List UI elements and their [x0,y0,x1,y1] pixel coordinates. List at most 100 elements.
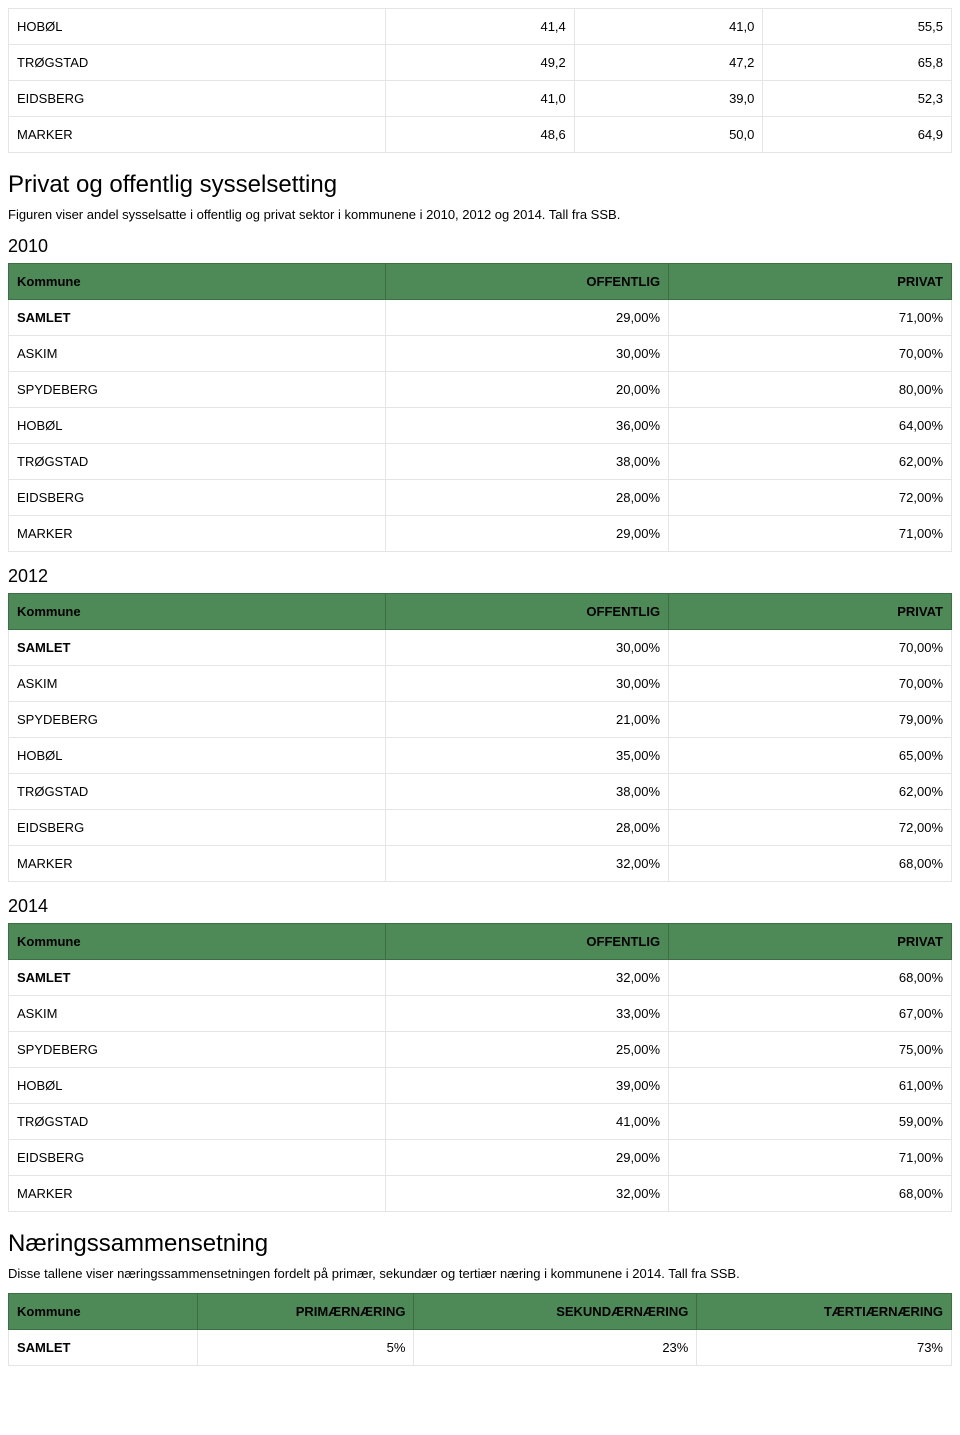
section2-title: Næringssammensetning [8,1230,952,1258]
table-row: ASKIM30,00%70,00% [9,666,952,702]
cell-value: 39,0 [574,81,763,117]
table-row: TRØGSTAD41,00%59,00% [9,1104,952,1140]
table-row: HOBØL35,00%65,00% [9,738,952,774]
row-label: ASKIM [9,666,386,702]
cell-offentlig: 29,00% [386,300,669,336]
col-kommune: Kommune [9,924,386,960]
cell-offentlig: 28,00% [386,480,669,516]
cell-privat: 79,00% [669,702,952,738]
cell-offentlig: 32,00% [386,960,669,996]
table-row: SPYDEBERG21,00%79,00% [9,702,952,738]
cell-privat: 70,00% [669,666,952,702]
top-partial-tbody: HOBØL41,441,055,5TRØGSTAD49,247,265,8EID… [9,9,952,153]
row-label: TRØGSTAD [9,45,386,81]
row-label: HOBØL [9,1068,386,1104]
row-label: ASKIM [9,996,386,1032]
cell-offentlig: 25,00% [386,1032,669,1068]
table-row: SAMLET32,00%68,00% [9,960,952,996]
cell-privat: 72,00% [669,810,952,846]
table-header-row: KommuneOFFENTLIGPRIVAT [9,264,952,300]
section1-description: Figuren viser andel sysselsatte i offent… [8,207,952,222]
table-row: MARKER48,650,064,9 [9,117,952,153]
row-label: EIDSBERG [9,480,386,516]
table-2010: KommuneOFFENTLIGPRIVATSAMLET29,00%71,00%… [8,263,952,552]
col-privat: PRIVAT [669,594,952,630]
row-label: ASKIM [9,336,386,372]
cell-offentlig: 38,00% [386,444,669,480]
table-row: EIDSBERG29,00%71,00% [9,1140,952,1176]
table-row: TRØGSTAD49,247,265,8 [9,45,952,81]
col-offentlig: OFFENTLIG [386,264,669,300]
cell-offentlig: 30,00% [386,336,669,372]
col-privat: PRIVAT [669,264,952,300]
row-label: EIDSBERG [9,1140,386,1176]
cell-offentlig: 21,00% [386,702,669,738]
row-label: SPYDEBERG [9,1032,386,1068]
cell-privat: 68,00% [669,960,952,996]
row-label: TRØGSTAD [9,774,386,810]
cell-offentlig: 38,00% [386,774,669,810]
top-partial-table: HOBØL41,441,055,5TRØGSTAD49,247,265,8EID… [8,8,952,153]
cell-offentlig: 32,00% [386,846,669,882]
cell-offentlig: 41,00% [386,1104,669,1140]
section2-description: Disse tallene viser næringssammensetning… [8,1266,952,1281]
table-row: SPYDEBERG25,00%75,00% [9,1032,952,1068]
table-2014: KommuneOFFENTLIGPRIVATSAMLET32,00%68,00%… [8,923,952,1212]
table-row: HOBØL39,00%61,00% [9,1068,952,1104]
row-label: SAMLET [9,300,386,336]
table-row: SAMLET5%23%73% [9,1330,952,1366]
cell-privat: 59,00% [669,1104,952,1140]
table-row: HOBØL41,441,055,5 [9,9,952,45]
cell-value: 55,5 [763,9,952,45]
table-2012: KommuneOFFENTLIGPRIVATSAMLET30,00%70,00%… [8,593,952,882]
row-label: SAMLET [9,1330,198,1366]
cell-privat: 70,00% [669,336,952,372]
cell-offentlig: 30,00% [386,630,669,666]
table-header-row: KommuneOFFENTLIGPRIVAT [9,924,952,960]
col-kommune: Kommune [9,1294,198,1330]
cell-sekundar: 23% [414,1330,697,1366]
row-label: HOBØL [9,9,386,45]
section2-table: Kommune PRIMÆRNÆRING SEKUNDÆRNÆRING TÆRT… [8,1293,952,1366]
cell-privat: 68,00% [669,846,952,882]
row-label: MARKER [9,117,386,153]
table-row: SAMLET29,00%71,00% [9,300,952,336]
row-label: MARKER [9,1176,386,1212]
cell-value: 41,0 [574,9,763,45]
col-offentlig: OFFENTLIG [386,924,669,960]
row-label: TRØGSTAD [9,444,386,480]
cell-privat: 71,00% [669,1140,952,1176]
col-primar: PRIMÆRNÆRING [197,1294,414,1330]
cell-offentlig: 20,00% [386,372,669,408]
row-label: HOBØL [9,738,386,774]
table-row: ASKIM33,00%67,00% [9,996,952,1032]
row-label: MARKER [9,846,386,882]
cell-value: 48,6 [386,117,575,153]
cell-value: 50,0 [574,117,763,153]
table-row: EIDSBERG28,00%72,00% [9,480,952,516]
cell-privat: 64,00% [669,408,952,444]
col-offentlig: OFFENTLIG [386,594,669,630]
table-row: SAMLET30,00%70,00% [9,630,952,666]
cell-offentlig: 33,00% [386,996,669,1032]
cell-value: 41,4 [386,9,575,45]
col-kommune: Kommune [9,594,386,630]
col-kommune: Kommune [9,264,386,300]
cell-privat: 80,00% [669,372,952,408]
cell-privat: 68,00% [669,1176,952,1212]
cell-value: 47,2 [574,45,763,81]
cell-privat: 75,00% [669,1032,952,1068]
table-header-row: Kommune PRIMÆRNÆRING SEKUNDÆRNÆRING TÆRT… [9,1294,952,1330]
cell-offentlig: 29,00% [386,516,669,552]
table-row: EIDSBERG41,039,052,3 [9,81,952,117]
table-row: MARKER32,00%68,00% [9,1176,952,1212]
row-label: SAMLET [9,960,386,996]
cell-value: 49,2 [386,45,575,81]
cell-privat: 62,00% [669,444,952,480]
row-label: EIDSBERG [9,81,386,117]
cell-offentlig: 30,00% [386,666,669,702]
row-label: MARKER [9,516,386,552]
table-header-row: KommuneOFFENTLIGPRIVAT [9,594,952,630]
cell-privat: 70,00% [669,630,952,666]
cell-privat: 71,00% [669,300,952,336]
